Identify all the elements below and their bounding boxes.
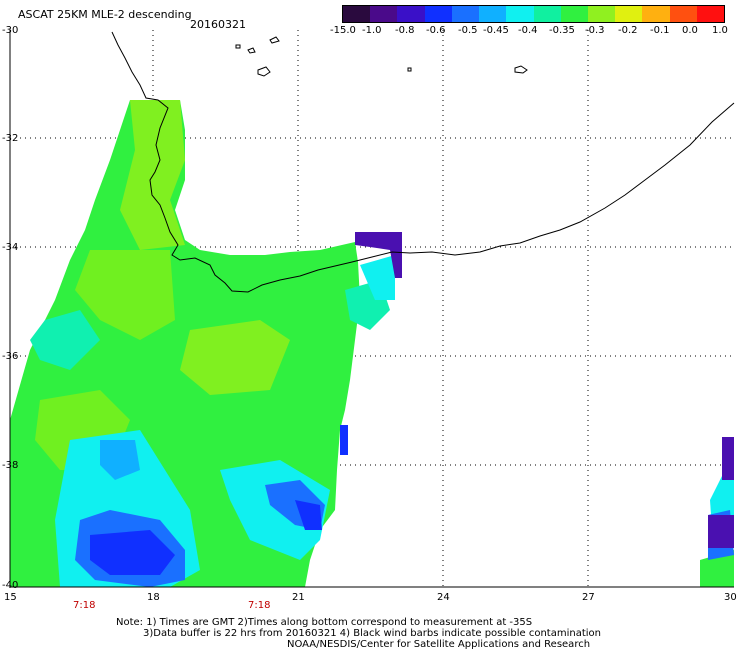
coastline (111, 31, 735, 293)
colorbar-label: -0.3 (585, 25, 605, 36)
colorbar-swatch (451, 6, 480, 22)
lat-label: -32 (2, 133, 19, 144)
colorbar-swatch (533, 6, 561, 22)
lon-label: 30 (724, 592, 737, 603)
colorbar-label: -0.8 (395, 25, 415, 36)
swath-blue-area (340, 425, 348, 455)
footnote-line: Note: 1) Times are GMT 2)Times along bot… (116, 617, 533, 628)
lat-label: -36 (2, 351, 19, 362)
lon-label: 24 (437, 592, 450, 603)
island (235, 44, 241, 49)
island (257, 66, 271, 77)
colorbar-label: 0.0 (682, 25, 698, 36)
colorbar-swatch (397, 6, 425, 22)
swath-blue-area (90, 530, 175, 575)
lon-label: 21 (292, 592, 305, 603)
colorbar-swatch (370, 6, 398, 22)
east-swath-purple (722, 437, 734, 480)
colorbar-swatch (343, 6, 371, 22)
island (514, 65, 528, 74)
colorbar-label: -1.0 (362, 25, 382, 36)
wind-data-west (10, 100, 402, 587)
swath-lime-area (75, 250, 175, 340)
island (269, 36, 280, 44)
colorbar-swatch (506, 6, 534, 22)
colorbar (342, 5, 725, 23)
footnote-line: 3)Data buffer is 22 hrs from 20160321 4)… (143, 628, 601, 639)
swath-cyan-area (30, 310, 100, 370)
colorbar-label: -0.6 (426, 25, 446, 36)
lat-label: -30 (2, 25, 19, 36)
lon-label: 27 (582, 592, 595, 603)
colorbar-label: -0.4 (518, 25, 538, 36)
colorbar-swatch (479, 6, 507, 22)
swath-blue-area (295, 500, 322, 530)
colorbar-label: -0.2 (618, 25, 638, 36)
time-label: 7:18 (248, 600, 271, 611)
lat-label: -34 (2, 242, 19, 253)
colorbar-label: -0.35 (549, 25, 575, 36)
colorbar-swatch (560, 6, 588, 22)
lat-label: -38 (2, 460, 19, 471)
colorbar-swatch (669, 6, 697, 22)
east-swath-purple (708, 515, 734, 548)
island (407, 67, 412, 72)
wind-data-east (700, 437, 734, 587)
swath-lime-area (180, 320, 290, 395)
lon-label: 15 (4, 592, 17, 603)
islands (235, 36, 528, 77)
footnote-line: NOAA/NESDIS/Center for Satellite Applica… (287, 639, 591, 650)
lat-label: -40 (2, 580, 19, 591)
product-date: 20160321 (190, 18, 246, 31)
colorbar-label: -15.0 (330, 25, 356, 36)
colorbar-swatch (696, 6, 725, 22)
lon-label: 18 (147, 592, 160, 603)
colorbar-label: -0.5 (458, 25, 478, 36)
swath-purple-edge (355, 232, 402, 278)
colorbar-swatch (424, 6, 452, 22)
swath-cyan-area (360, 255, 395, 300)
time-label: 7:18 (73, 600, 96, 611)
colorbar-swatch (587, 6, 616, 22)
product-title: ASCAT 25KM MLE-2 descending (18, 8, 192, 21)
swath-lime-area (120, 100, 185, 250)
colorbar-label: -0.45 (483, 25, 509, 36)
colorbar-label: 1.0 (712, 25, 728, 36)
colorbar-label: -0.1 (650, 25, 670, 36)
colorbar-swatch (642, 6, 670, 22)
swath-blue-area (100, 440, 140, 480)
colorbar-swatch (615, 6, 643, 22)
island (247, 47, 256, 54)
